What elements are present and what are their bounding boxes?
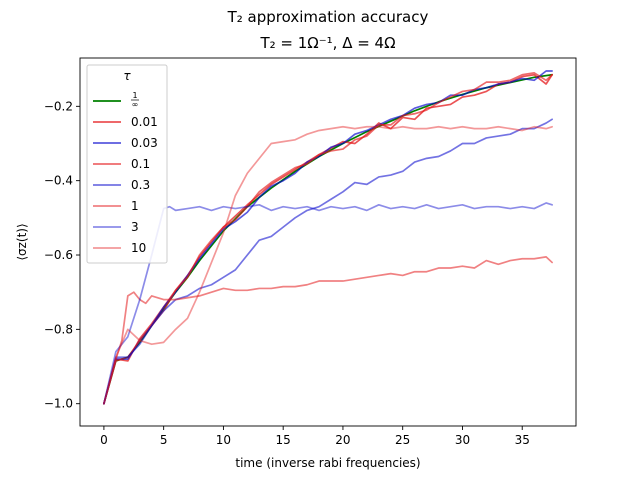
legend-label-7: 10 — [131, 241, 146, 255]
x-tick-label: 35 — [515, 433, 530, 447]
series-line-5 — [103, 256, 553, 405]
series-line-7 — [103, 125, 553, 405]
y-tick-label: −0.2 — [44, 99, 73, 113]
plot-frame — [79, 57, 577, 427]
legend-label-4: 0.3 — [131, 178, 150, 192]
chart-title-line1: T₂ approximation accuracy — [227, 8, 429, 26]
legend-label-0: 1∞ — [131, 91, 139, 109]
legend-label-5: 1 — [131, 199, 139, 213]
legend-label-2: 0.03 — [131, 136, 158, 150]
series-line-3 — [103, 72, 553, 405]
svg-text:∞: ∞ — [132, 100, 139, 109]
x-tick-label: 10 — [216, 433, 231, 447]
y-tick-label: −0.6 — [44, 248, 73, 262]
legend-title: τ — [123, 69, 131, 83]
chart-title-line2: T₂ = 1Ω⁻¹, Δ = 4Ω — [259, 34, 395, 52]
x-tick-label: 25 — [395, 433, 410, 447]
legend-label-6: 3 — [131, 220, 139, 234]
axis-ticks: 0 5 10 15 20 25 30 35 −1.0 −0.8 −0.6 −0.4 −0.2 — [44, 99, 530, 447]
x-tick-label: 0 — [100, 433, 108, 447]
x-axis-label: time (inverse rabi frequencies) — [235, 456, 420, 470]
y-tick-label: −1.0 — [44, 397, 73, 411]
y-axis-label: ⟨σz(t)⟩ — [15, 223, 29, 260]
x-tick-label: 20 — [335, 433, 350, 447]
plot-area — [103, 70, 553, 405]
x-tick-label: 30 — [455, 433, 470, 447]
x-tick-label: 15 — [276, 433, 291, 447]
legend-label-1: 0.01 — [131, 115, 158, 129]
svg-text:1: 1 — [132, 91, 137, 100]
legend-box — [86, 64, 168, 264]
series-lines — [103, 70, 553, 405]
legend-label-3: 0.1 — [131, 157, 150, 171]
y-tick-label: −0.4 — [44, 174, 73, 188]
x-tick-label: 5 — [160, 433, 168, 447]
series-line-6 — [103, 202, 553, 405]
y-tick-label: −0.8 — [44, 322, 73, 336]
